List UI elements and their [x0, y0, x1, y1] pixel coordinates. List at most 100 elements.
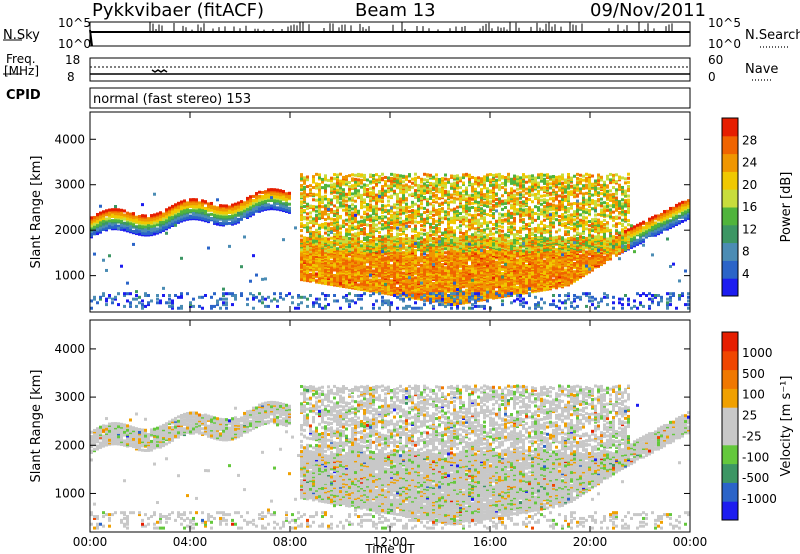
- echo-cell: [90, 306, 93, 310]
- freq-label: Freq.: [6, 52, 36, 66]
- echo-cell: [174, 208, 177, 212]
- echo-cell: [423, 240, 426, 244]
- echo-cell: [120, 264, 123, 268]
- echo-cell: [414, 249, 417, 253]
- echo-cell: [372, 216, 375, 220]
- echo-cell: [462, 189, 465, 193]
- echo-cell: [342, 196, 345, 200]
- echo-cell: [429, 233, 432, 237]
- echo-cell: [414, 238, 417, 242]
- echo-cell: [486, 195, 489, 199]
- echo-cell: [330, 221, 333, 225]
- echo-cell: [381, 187, 384, 191]
- echo-cell: [300, 194, 303, 198]
- echo-cell: [129, 292, 132, 296]
- echo-cell: [159, 301, 162, 305]
- echo-cell: [231, 294, 234, 297]
- echo-cell: [414, 269, 417, 273]
- echo-cell: [414, 224, 417, 228]
- echo-cell: [306, 250, 309, 254]
- echo-cell: [477, 203, 480, 207]
- echo-cell: [123, 228, 126, 232]
- echo-cell: [384, 215, 387, 219]
- echo-cell: [123, 221, 126, 225]
- echo-cell: [408, 293, 411, 297]
- echo-cell: [399, 200, 402, 204]
- echo-cell: [447, 193, 450, 197]
- echo-cell: [324, 304, 327, 308]
- echo-cell: [114, 214, 117, 218]
- echo-cell: [123, 292, 126, 296]
- echo-cell: [414, 176, 417, 180]
- echo-cell: [471, 233, 474, 237]
- echo-cell: [351, 192, 354, 196]
- echo-cell: [357, 172, 360, 176]
- echo-cell: [435, 278, 438, 282]
- echo-cell: [306, 279, 309, 283]
- echo-cell: [372, 174, 375, 178]
- echo-cell: [381, 235, 384, 239]
- echo-cell: [276, 188, 279, 192]
- echo-cell: [444, 181, 447, 185]
- echo-cell: [408, 193, 411, 197]
- echo-cell: [300, 184, 303, 188]
- echo-cell: [348, 264, 351, 268]
- echo-cell: [363, 205, 366, 209]
- echo-cell: [417, 237, 420, 241]
- echo-cell: [354, 213, 357, 217]
- echo-cell: [372, 221, 375, 225]
- echo-cell: [300, 238, 303, 242]
- echo-cell: [267, 193, 270, 197]
- echo-cell: [243, 212, 246, 216]
- echo-cell: [345, 281, 348, 285]
- echo-cell: [345, 211, 348, 215]
- echo-cell: [477, 297, 480, 301]
- echo-cell: [336, 214, 339, 218]
- echo-cell: [372, 265, 375, 269]
- echo-cell: [450, 252, 453, 256]
- echo-cell: [381, 276, 384, 280]
- echo-cell: [360, 270, 363, 274]
- echo-cell: [342, 283, 345, 287]
- echo-cell: [420, 187, 423, 191]
- echo-cell: [315, 297, 318, 301]
- echo-cell: [357, 231, 360, 235]
- echo-cell: [204, 200, 207, 204]
- echo-cell: [189, 198, 192, 202]
- echo-cell: [345, 222, 348, 226]
- echo-cell: [354, 199, 357, 203]
- echo-cell: [339, 182, 342, 186]
- echo-cell: [393, 203, 396, 207]
- echo-cell: [375, 268, 378, 272]
- echo-cell: [480, 179, 483, 183]
- echo-cell: [429, 274, 432, 278]
- echo-cell: [408, 173, 411, 177]
- echo-cell: [255, 192, 258, 196]
- echo-cell: [438, 183, 441, 187]
- echo-cell: [300, 188, 303, 192]
- echo-cell: [447, 294, 450, 297]
- echo-cell: [315, 209, 318, 213]
- echo-cell: [270, 204, 273, 208]
- echo-cell: [453, 233, 456, 237]
- echo-cell: [462, 196, 465, 200]
- echo-cell: [168, 304, 171, 308]
- nsky-label: N.Sky: [3, 28, 40, 43]
- echo-cell: [387, 209, 390, 213]
- echo-cell: [99, 211, 102, 215]
- echo-cell: [444, 304, 447, 308]
- echo-cell: [264, 304, 267, 308]
- echo-cell: [396, 210, 399, 214]
- echo-cell: [105, 299, 108, 303]
- echo-cell: [294, 306, 297, 310]
- echo-cell: [378, 244, 381, 248]
- echo-cell: [432, 297, 435, 301]
- echo-cell: [333, 248, 336, 252]
- echo-cell: [486, 178, 489, 182]
- echo-cell: [381, 191, 384, 195]
- echo-cell: [333, 213, 336, 217]
- echo-cell: [351, 223, 354, 227]
- echo-cell: [90, 224, 93, 228]
- echo-cell: [492, 227, 495, 231]
- echo-cell: [375, 246, 378, 250]
